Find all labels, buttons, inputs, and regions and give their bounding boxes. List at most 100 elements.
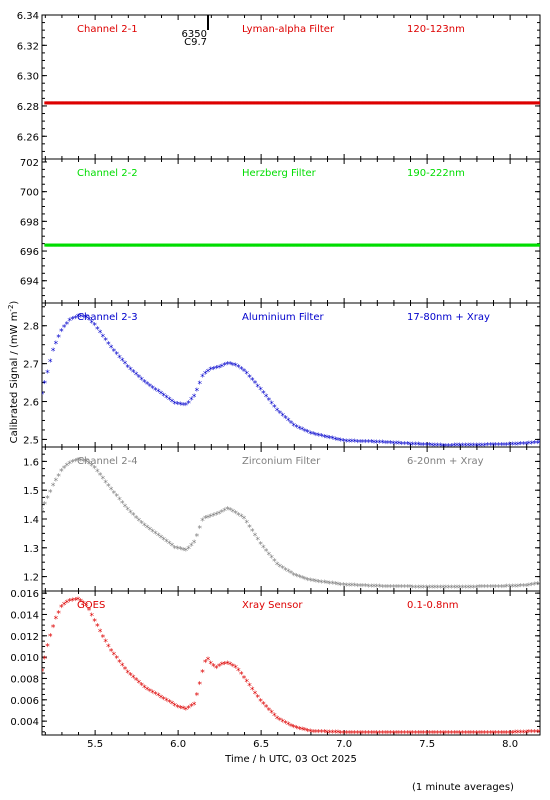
data-point: * — [51, 623, 56, 633]
data-point: * — [311, 431, 316, 441]
y-tick-label: 696 — [20, 247, 39, 258]
data-point: * — [441, 584, 446, 594]
data-point: * — [535, 728, 540, 738]
data-point: * — [109, 486, 114, 496]
data-point: * — [311, 578, 316, 588]
y-tick-label: 2.5 — [23, 435, 39, 446]
data-point: * — [131, 512, 136, 522]
data-point: * — [120, 357, 125, 367]
data-point: * — [134, 371, 139, 381]
data-point: * — [535, 581, 540, 591]
data-point: * — [269, 400, 274, 410]
data-point: * — [62, 324, 67, 334]
data-point: * — [480, 584, 485, 594]
filter-label: Herzberg Filter — [242, 168, 317, 179]
y-tick-label: 6.34 — [17, 11, 39, 22]
data-point: * — [148, 382, 153, 392]
series-points: ****************************************… — [40, 596, 540, 739]
data-point: * — [319, 433, 324, 443]
data-point: * — [209, 513, 214, 523]
data-point: * — [114, 493, 119, 503]
data-point: * — [184, 706, 189, 716]
data-point: * — [106, 340, 111, 350]
data-point: * — [275, 561, 280, 571]
data-point: * — [239, 671, 244, 681]
data-point: * — [427, 442, 432, 452]
data-point: * — [214, 664, 219, 674]
data-point: * — [250, 528, 255, 538]
y-tick-label: 0.004 — [10, 717, 39, 728]
data-point: * — [54, 615, 59, 625]
data-point: * — [150, 528, 155, 538]
data-point: * — [225, 360, 230, 370]
data-point: * — [322, 579, 327, 589]
data-point: * — [106, 643, 111, 653]
data-point: * — [247, 373, 252, 383]
data-point: * — [513, 583, 518, 593]
data-point: * — [40, 390, 45, 400]
data-point: * — [242, 515, 247, 525]
data-point: * — [410, 584, 415, 594]
data-point: * — [220, 509, 225, 519]
x-tick-label: 5.5 — [87, 739, 103, 750]
data-point: * — [496, 583, 501, 593]
data-point: * — [43, 501, 48, 511]
data-point: * — [366, 439, 371, 449]
data-point: * — [485, 584, 490, 594]
data-point: * — [40, 668, 45, 678]
data-point: * — [247, 682, 252, 692]
data-point: * — [181, 401, 186, 411]
data-point: * — [444, 584, 449, 594]
data-point: * — [391, 440, 396, 450]
data-point: * — [233, 362, 238, 372]
series-points: ****************************************… — [40, 313, 540, 452]
data-point: * — [305, 727, 310, 737]
data-point: * — [397, 729, 402, 739]
data-point: * — [361, 583, 366, 593]
data-point: * — [347, 729, 352, 739]
data-point: * — [87, 607, 92, 617]
data-point: * — [242, 674, 247, 684]
data-point: * — [142, 522, 147, 532]
data-point — [538, 243, 540, 247]
data-point: * — [435, 584, 440, 594]
data-point: * — [280, 565, 285, 575]
data-point: * — [236, 511, 241, 521]
data-point: * — [214, 511, 219, 521]
data-point: * — [372, 729, 377, 739]
data-point: * — [491, 729, 496, 739]
data-point: * — [103, 638, 108, 648]
data-point: * — [527, 440, 532, 450]
data-point: * — [222, 362, 227, 372]
data-point: * — [98, 329, 103, 339]
data-point: * — [106, 482, 111, 492]
data-point: * — [137, 517, 142, 527]
data-point: * — [477, 729, 482, 739]
data-point: * — [344, 438, 349, 448]
panel-frame — [41, 158, 541, 304]
y-tick-label: 6.32 — [17, 41, 39, 52]
data-point: * — [209, 366, 214, 376]
data-point: * — [452, 584, 457, 594]
data-point: * — [438, 584, 443, 594]
data-point: * — [327, 435, 332, 445]
data-point: * — [203, 370, 208, 380]
data-point: * — [236, 667, 241, 677]
data-point: * — [173, 544, 178, 554]
data-point: * — [416, 729, 421, 739]
channel-label: Channel 2-2 — [77, 168, 138, 179]
data-point: * — [76, 313, 81, 323]
data-point: * — [435, 442, 440, 452]
data-point: * — [267, 396, 272, 406]
data-point: * — [200, 373, 205, 383]
data-point: * — [430, 584, 435, 594]
data-point: * — [239, 365, 244, 375]
data-point: * — [316, 432, 321, 442]
data-point: * — [258, 698, 263, 708]
data-point: * — [145, 686, 150, 696]
data-point: * — [181, 546, 186, 556]
data-point: * — [369, 439, 374, 449]
data-point: * — [529, 729, 534, 739]
data-point: * — [375, 583, 380, 593]
data-point: * — [316, 578, 321, 588]
